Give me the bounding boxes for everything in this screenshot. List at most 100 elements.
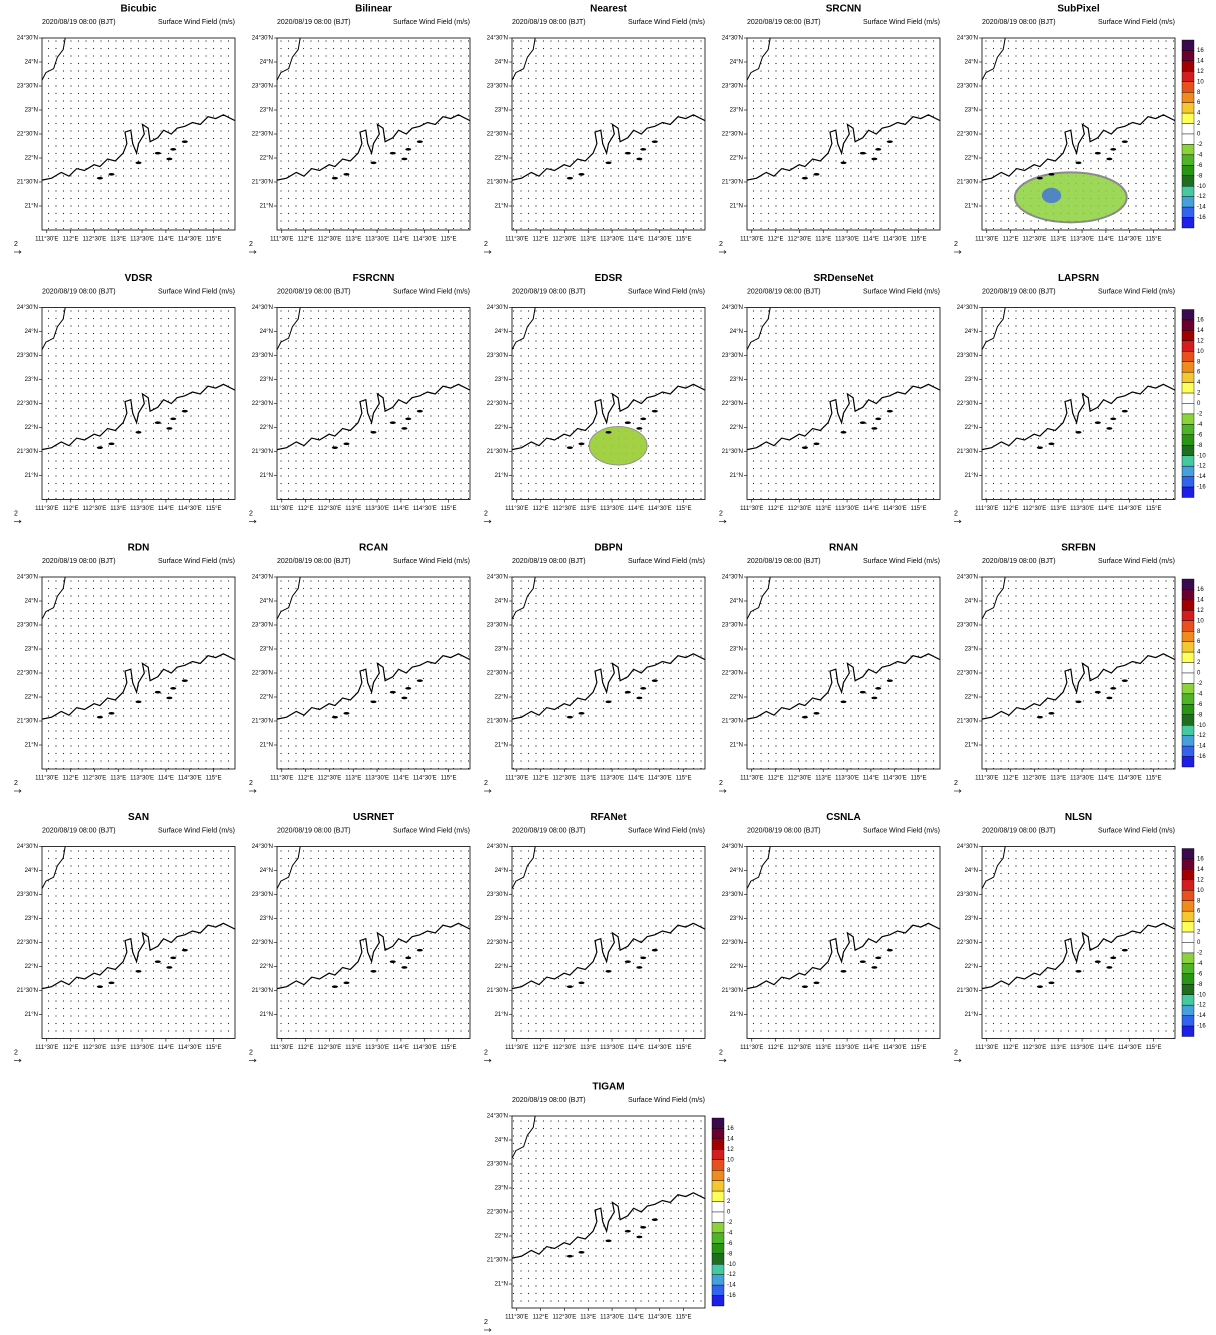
island: [860, 691, 866, 694]
lon-label: 112°30'E: [553, 776, 577, 782]
colorbar-label: -6: [1197, 163, 1203, 169]
panel-field: Surface Wind Field (m/s): [628, 288, 705, 295]
lat-label: 24°30'N: [957, 305, 978, 311]
panel-date: 2020/08/19 08:00 (BJT): [277, 288, 351, 295]
lon-label: 112°E: [1003, 506, 1019, 512]
lat-label: 24°30'N: [17, 844, 38, 850]
lat-label: 22°N: [730, 964, 743, 970]
island: [155, 691, 161, 694]
map-panel: LAPSRN2020/08/19 08:00 (BJT)Surface Wind…: [954, 273, 1206, 523]
lat-label: 21°N: [495, 204, 508, 210]
wind-vectors: [512, 577, 705, 769]
lat-label: 22°N: [965, 156, 978, 162]
colorbar-label: -14: [1197, 205, 1206, 211]
lat-label: 24°30'N: [957, 844, 978, 850]
lon-label: 111°30'E: [975, 1045, 998, 1051]
island: [875, 418, 881, 421]
island: [567, 985, 573, 988]
map-panel: SRCNN2020/08/19 08:00 (BJT)Surface Wind …: [719, 4, 940, 254]
island: [606, 431, 612, 434]
lon-label: 111°30'E: [505, 1045, 528, 1051]
island: [182, 140, 188, 143]
colorbar-segment: [712, 1202, 724, 1212]
colorbar-label: -8: [1197, 712, 1203, 718]
map-panel: SAN2020/08/19 08:00 (BJT)Surface Wind Fi…: [14, 812, 235, 1062]
lat-label: 23°30'N: [487, 623, 508, 629]
colorbar-segment: [1182, 683, 1194, 693]
lon-label: 113°E: [345, 506, 361, 512]
panel-field: Surface Wind Field (m/s): [158, 288, 235, 295]
island: [343, 443, 349, 446]
island: [390, 421, 396, 424]
island: [636, 427, 642, 430]
lon-label: 112°E: [533, 1045, 549, 1051]
lon-label: 114°E: [393, 1045, 409, 1051]
colorbar-segment: [712, 1149, 724, 1159]
colorbar-label: -2: [727, 1220, 733, 1226]
island: [636, 966, 642, 969]
panel-field: Surface Wind Field (m/s): [393, 288, 470, 295]
lon-label: 114°30'E: [883, 237, 907, 243]
colorbar-segment: [1182, 901, 1194, 911]
colorbar-segment: [1182, 40, 1194, 50]
lat-label: 21°N: [730, 743, 743, 749]
island: [871, 697, 877, 700]
panel-date: 2020/08/19 08:00 (BJT): [747, 19, 821, 26]
island: [813, 173, 819, 176]
lat-label: 21°N: [260, 204, 273, 210]
lon-label: 111°30'E: [975, 237, 998, 243]
colorbar-label: 16: [1197, 857, 1204, 863]
lat-label: 23°30'N: [722, 892, 743, 898]
lat-label: 22°30'N: [487, 132, 508, 138]
lon-label: 114°30'E: [648, 776, 672, 782]
colorbar-segment: [1182, 600, 1194, 610]
panel-field: Surface Wind Field (m/s): [628, 558, 705, 565]
colorbar-segment: [712, 1118, 724, 1128]
lon-label: 111°30'E: [35, 1045, 58, 1051]
panel-title: USRNET: [353, 812, 394, 823]
lon-label: 112°E: [63, 1045, 79, 1051]
colorbar-label: -2: [1197, 412, 1203, 418]
lon-label: 115°E: [441, 506, 457, 512]
colorbar-segment: [1182, 155, 1194, 165]
colorbar-segment: [712, 1233, 724, 1243]
island: [1037, 177, 1043, 180]
island: [802, 446, 808, 449]
colorbar-segment: [1182, 673, 1194, 683]
colorbar-label: 2: [1197, 930, 1201, 936]
lat-label: 24°30'N: [487, 36, 508, 42]
colorbar-segment: [1182, 103, 1194, 113]
panel-field: Surface Wind Field (m/s): [393, 558, 470, 565]
wind-vectors: [982, 847, 1175, 1039]
island: [97, 446, 103, 449]
lon-label: 112°30'E: [1023, 776, 1047, 782]
wind-anomaly: [1042, 188, 1061, 203]
lat-label: 24°N: [965, 868, 978, 874]
lat-label: 22°N: [495, 695, 508, 701]
lat-label: 23°30'N: [957, 892, 978, 898]
colorbar-label: -6: [1197, 432, 1203, 438]
lat-label: 24°30'N: [957, 36, 978, 42]
wind-vectors: [747, 847, 940, 1039]
lon-label: 111°30'E: [270, 506, 293, 512]
panel-date: 2020/08/19 08:00 (BJT): [42, 558, 116, 565]
colorbar-segment: [1182, 932, 1194, 942]
lon-label: 113°30'E: [365, 506, 389, 512]
lon-label: 113°30'E: [835, 776, 859, 782]
colorbar-label: 14: [727, 1136, 734, 1142]
lat-label: 22°30'N: [17, 671, 38, 677]
lon-label: 114°E: [628, 506, 644, 512]
scale-label: 2: [249, 780, 253, 787]
lat-label: 21°N: [495, 743, 508, 749]
lat-label: 21°N: [730, 204, 743, 210]
colorbar-label: -8: [1197, 982, 1203, 988]
colorbar-segment: [1182, 694, 1194, 704]
colorbar-label: 8: [1197, 90, 1201, 96]
lat-label: 22°30'N: [722, 671, 743, 677]
lon-label: 114°E: [863, 237, 879, 243]
lon-label: 113°E: [110, 1045, 126, 1051]
island: [567, 1255, 573, 1258]
lon-label: 113°30'E: [1070, 1045, 1094, 1051]
lat-label: 24°N: [495, 599, 508, 605]
